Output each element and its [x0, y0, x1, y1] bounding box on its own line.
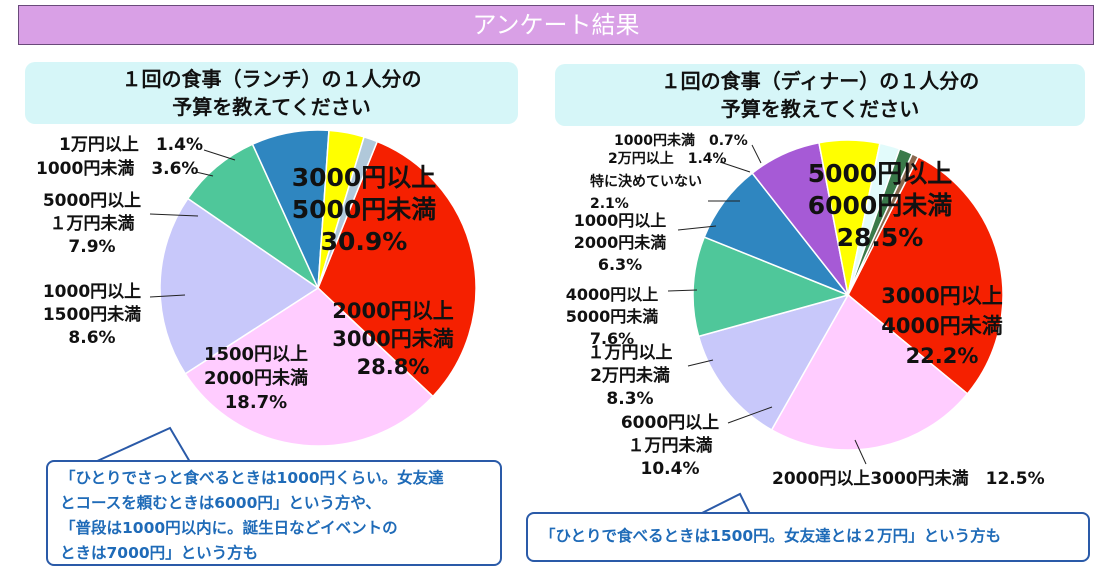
lunch-leader-6	[203, 149, 236, 161]
dinner-label-1: 3000円以上 4000円未満 22.2%	[881, 284, 1002, 368]
dinner-comment-line1: 「ひとりで食べるときは1500円。女友達とは２万円」という方も	[540, 527, 1002, 545]
lunch-comment-line3: 「普段は1000円以内に。誕生日などイベントの	[60, 519, 398, 537]
banner-title: アンケート結果	[472, 11, 640, 39]
dinner-leader-4	[687, 359, 714, 367]
dinner-label-6: 1000円以上 2000円未満 6.3%	[574, 211, 667, 274]
lunch-comment-line1: 「ひとりでさっと食べるときは1000円くらい。女友達	[60, 469, 444, 487]
dinner-slice-0	[847, 155, 1004, 395]
dinner-leader-5	[667, 289, 698, 292]
lunch-question: １回の食事（ランチ）の１人分の 予算を教えてください	[25, 62, 518, 124]
lunch-label-5: 1000円未満 3.6%	[36, 158, 198, 179]
lunch-slice-2	[159, 197, 320, 375]
dinner-label-5: 4000円以上 5000円未満 7.6%	[566, 285, 659, 348]
dinner-pie-chart: 5000円以上 6000円未満 28.5% 3000円以上 4000円未満 22.2% 20…	[566, 132, 1045, 489]
lunch-label-0: 3000円以上 5000円未満 30.9%	[292, 163, 437, 256]
lunch-comment-pointer	[94, 426, 191, 463]
dinner-label-2: 2000円以上3000円未満 12.5%	[772, 468, 1045, 489]
dinner-leader-6	[677, 225, 717, 231]
lunch-pie-chart: 3000円以上 5000円未満 30.9% 2000円以上 3000円未満 28.8% 15…	[36, 129, 477, 447]
dinner-comment: 「ひとりで食べるときは1500円。女友達とは２万円」という方も	[526, 512, 1090, 562]
lunch-question-line1: １回の食事（ランチ）の１人分の	[121, 67, 422, 91]
dinner-slice-2	[697, 293, 850, 431]
dinner-question: １回の食事（ディナー）の１人分の 予算を教えてください	[555, 64, 1085, 126]
lunch-slice-0	[317, 140, 477, 398]
dinner-label-0: 5000円以上 6000円未満 28.5%	[808, 159, 953, 252]
survey-banner: アンケート結果	[18, 5, 1094, 45]
dinner-slice-9	[847, 152, 920, 296]
lunch-comment-line2: とコースを頼むときは6000円」という方や、	[60, 494, 381, 512]
dinner-leader-9	[751, 144, 762, 164]
lunch-comment: 「ひとりでさっと食べるときは1000円くらい。女友達 とコースを頼むときは600…	[46, 460, 502, 566]
dinner-leader-3	[727, 406, 773, 424]
dinner-label-3: 6000円以上１万円未満 10.4%	[621, 413, 719, 479]
lunch-leader-5	[195, 171, 214, 177]
lunch-label-3: 1000円以上 1500円未満 8.6%	[43, 282, 141, 348]
dinner-slice-3	[692, 236, 851, 338]
lunch-leader-3	[149, 294, 186, 298]
dinner-leader-2	[854, 439, 867, 465]
dinner-question-line1: １回の食事（ディナー）の１人分の	[660, 69, 980, 93]
lunch-slice-1	[184, 287, 434, 447]
lunch-slice-6	[317, 135, 379, 289]
dinner-label-9: 1000円未満 0.7%	[614, 132, 748, 149]
dinner-label-7: 特に決めていない 2.1%	[590, 173, 702, 212]
lunch-label-2: 1500円以上 2000円未満 18.7%	[204, 344, 308, 413]
lunch-label-6: 1万円以上 1.4%	[59, 135, 203, 155]
dinner-leader-8	[719, 161, 751, 173]
lunch-leader-4	[149, 213, 199, 217]
lunch-comment-line4: ときは7000円」という方も	[60, 544, 259, 562]
dinner-label-8: 2万円以上 1.4%	[608, 151, 727, 167]
dinner-question-line2: 予算を教えてください	[720, 97, 920, 121]
dinner-slice-1	[770, 293, 969, 451]
lunch-label-1: 2000円以上 3000円未満 28.8%	[332, 299, 453, 379]
lunch-label-4: 5000円以上１万円未満 7.9%	[43, 191, 141, 257]
lunch-slice-3	[186, 143, 320, 291]
dinner-label-4: １万円以上 2万円未満 8.3%	[588, 343, 673, 409]
dinner-comment-pointer	[699, 492, 751, 515]
lunch-question-line2: 予算を教えてください	[172, 95, 371, 119]
